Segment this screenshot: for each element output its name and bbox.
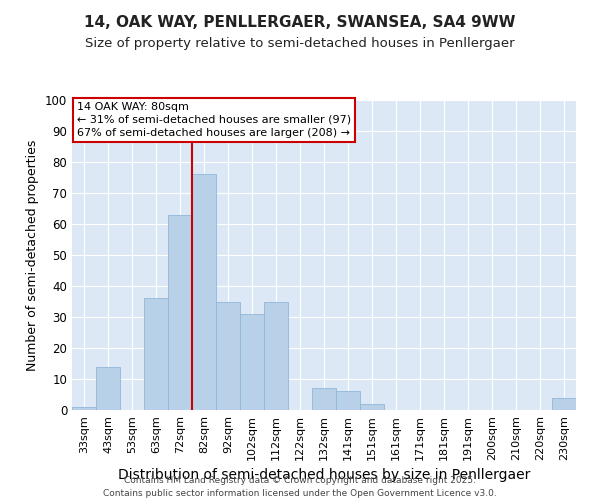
Bar xyxy=(312,388,336,410)
Bar xyxy=(72,407,96,410)
Text: 14, OAK WAY, PENLLERGAER, SWANSEA, SA4 9WW: 14, OAK WAY, PENLLERGAER, SWANSEA, SA4 9… xyxy=(84,15,516,30)
Bar xyxy=(552,398,576,410)
Bar xyxy=(144,298,168,410)
Bar xyxy=(216,302,240,410)
Text: Size of property relative to semi-detached houses in Penllergaer: Size of property relative to semi-detach… xyxy=(85,38,515,51)
Bar xyxy=(192,174,216,410)
Y-axis label: Number of semi-detached properties: Number of semi-detached properties xyxy=(26,140,40,370)
Bar xyxy=(240,314,264,410)
Bar xyxy=(264,302,288,410)
Text: Contains HM Land Registry data © Crown copyright and database right 2025.
Contai: Contains HM Land Registry data © Crown c… xyxy=(103,476,497,498)
Bar xyxy=(360,404,384,410)
Bar xyxy=(96,366,120,410)
X-axis label: Distribution of semi-detached houses by size in Penllergaer: Distribution of semi-detached houses by … xyxy=(118,468,530,482)
Bar xyxy=(168,214,192,410)
Text: 14 OAK WAY: 80sqm
← 31% of semi-detached houses are smaller (97)
67% of semi-det: 14 OAK WAY: 80sqm ← 31% of semi-detached… xyxy=(77,102,351,138)
Bar xyxy=(336,392,360,410)
